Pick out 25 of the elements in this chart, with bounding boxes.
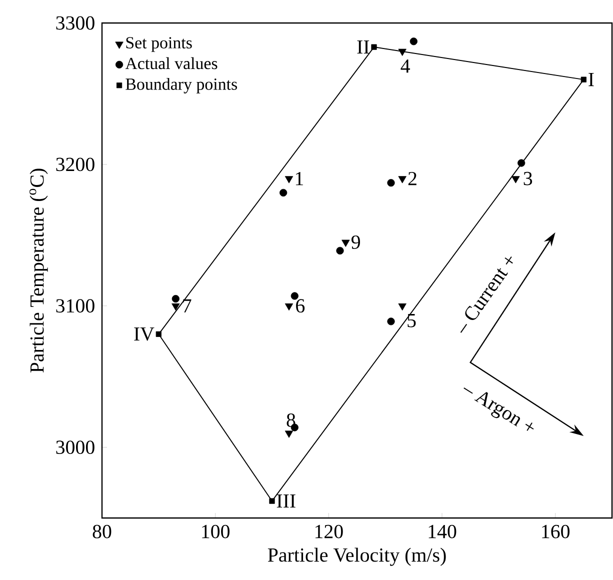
annotation: II [357,40,370,54]
legend-label: Boundary points [126,78,238,94]
legend-label: Set points [126,37,192,52]
annotation: 2 [408,172,416,186]
annotation: I [588,73,594,86]
annotation: 5 [408,314,416,328]
x-tick-label: 140 [428,524,456,538]
y-tick-label: 3100 [56,299,94,313]
x-tick-label: 160 [542,524,570,538]
annotation: 4 [400,59,410,73]
x-tick-label: 120 [315,524,343,538]
legend-label: Actual values [125,57,218,70]
y-tick-label: 3200 [56,158,94,172]
x-tick-label: 100 [202,524,230,538]
annotation: III [276,494,296,508]
y-axis-title: Particle Temperature ($^{o}$C) [30,168,48,373]
annotation: 6 [296,299,305,313]
annotation: 3 [524,172,532,186]
annotation: 9 [352,236,360,249]
x-tick-label: 80 [92,524,112,538]
annotation: IV [134,327,154,341]
annotation: 1 [296,172,303,186]
y-tick-label: 3000 [56,440,94,454]
y-tick-label: 3300 [56,16,94,30]
x-axis-title: Particle Velocity (m/s) [268,548,446,566]
